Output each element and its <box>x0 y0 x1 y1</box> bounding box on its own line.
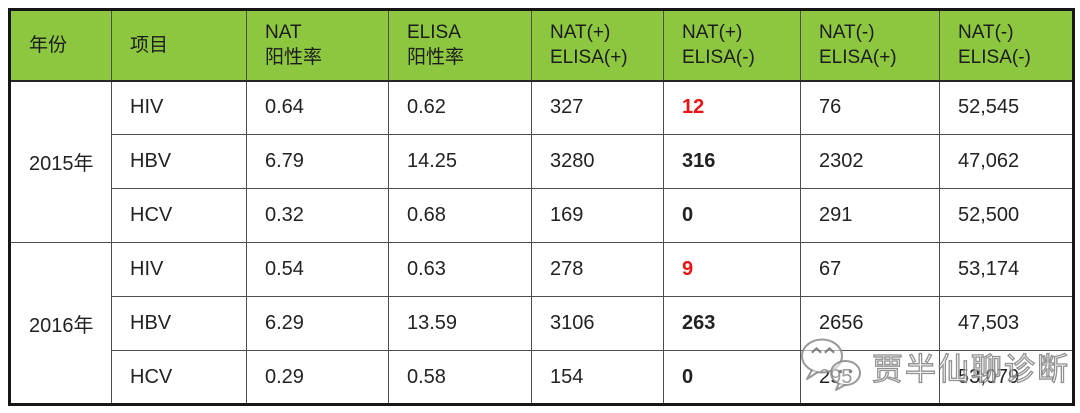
cell-natn-elisap: 2302 <box>800 134 940 189</box>
cell-natp-elisap: 154 <box>531 350 664 405</box>
cell-item: HIV <box>111 242 247 297</box>
header-label-line2: ELISA(-) <box>958 47 1031 69</box>
cell-natp-elisap: 3280 <box>531 134 664 189</box>
cell-natp-elisap: 327 <box>531 80 664 135</box>
screening-results-table: 年份 项目 NAT 阳性率 ELISA 阳性率 NAT(+) <box>8 8 1075 406</box>
cell-elisa-rate: 0.63 <box>388 242 532 297</box>
header-label-line1: NAT(-) <box>958 22 1014 44</box>
cell-natn-elisap: 76 <box>800 80 940 135</box>
header-label-line1: NAT <box>265 22 302 44</box>
header-label-line2: ELISA(+) <box>819 47 897 69</box>
cell-item: HBV <box>111 134 247 189</box>
cell-item: HBV <box>111 296 247 351</box>
cell-natp-elisap: 278 <box>531 242 664 297</box>
cell-natp-elisan-bold: 0 <box>663 350 801 405</box>
cell-natn-elisan: 47,062 <box>939 134 1074 189</box>
cell-natp-elisan-highlight: 9 <box>663 242 801 297</box>
cell-natp-elisap: 3106 <box>531 296 664 351</box>
cell-natn-elisap: 67 <box>800 242 940 297</box>
cell-elisa-rate: 13.59 <box>388 296 532 351</box>
header-label-line1: NAT(-) <box>819 22 875 44</box>
header-label-line1: NAT(+) <box>550 22 611 44</box>
header-label-line2: ELISA(-) <box>682 47 755 69</box>
header-cell-natn-elisan: NAT(-) ELISA(-) <box>939 9 1074 82</box>
year-cell-2015: 2015年 <box>9 80 112 243</box>
cell-nat-rate: 6.79 <box>246 134 389 189</box>
table-row-2016-hcv: HCV 0.29 0.58 154 0 295 53,079 <box>10 350 1074 405</box>
table-row-2016-hiv: 2016年 HIV 0.54 0.63 278 9 67 53,174 <box>9 242 1074 405</box>
header-cell-natp-elisan: NAT(+) ELISA(-) <box>663 9 801 82</box>
cell-elisa-rate: 0.62 <box>388 80 532 135</box>
table-header-row: 年份 项目 NAT 阳性率 ELISA 阳性率 NAT(+) <box>9 9 1074 82</box>
header-cell-elisa-rate: ELISA 阳性率 <box>388 9 532 82</box>
year-cell-2016: 2016年 <box>9 242 112 405</box>
cell-natp-elisap: 169 <box>531 188 664 243</box>
cell-nat-rate: 0.32 <box>246 188 389 243</box>
cell-natp-elisan-highlight: 12 <box>663 80 801 135</box>
cell-nat-rate: 0.54 <box>246 242 389 297</box>
table-row-2016-hbv: HBV 6.29 13.59 3106 263 2656 47,503 <box>10 296 1074 351</box>
cell-nat-rate: 0.64 <box>246 80 389 135</box>
header-cell-item: 项目 <box>111 9 247 82</box>
cell-natp-elisan-bold: 316 <box>663 134 801 189</box>
table-row-2015-hiv: 2015年 HIV 0.64 0.62 327 12 76 52,545 <box>9 80 1074 243</box>
header-cell-year: 年份 <box>9 9 112 82</box>
cell-natn-elisap: 295 <box>800 350 940 405</box>
cell-nat-rate: 0.29 <box>246 350 389 405</box>
header-label-line2: 阳性率 <box>407 47 465 69</box>
cell-elisa-rate: 14.25 <box>388 134 532 189</box>
header-cell-natp-elisap: NAT(+) ELISA(+) <box>531 9 664 82</box>
cell-elisa-rate: 0.68 <box>388 188 532 243</box>
cell-natp-elisan-bold: 263 <box>663 296 801 351</box>
cell-nat-rate: 6.29 <box>246 296 389 351</box>
header-label-line1: ELISA <box>407 22 461 44</box>
header-label-line1: NAT(+) <box>682 22 743 44</box>
data-table-container: 年份 项目 NAT 阳性率 ELISA 阳性率 NAT(+) <box>8 8 1075 406</box>
cell-natn-elisan: 52,500 <box>939 188 1074 243</box>
cell-natn-elisap: 291 <box>800 188 940 243</box>
header-label-line2: ELISA(+) <box>550 47 628 69</box>
cell-item: HCV <box>111 350 247 405</box>
header-cell-natn-elisap: NAT(-) ELISA(+) <box>800 9 940 82</box>
cell-natn-elisan: 52,545 <box>939 80 1074 135</box>
table-row-2015-hcv: HCV 0.32 0.68 169 0 291 52,500 <box>10 188 1074 243</box>
header-label: 年份 <box>29 34 68 56</box>
cell-natn-elisan: 47,503 <box>939 296 1074 351</box>
cell-item: HCV <box>111 188 247 243</box>
header-label: 项目 <box>130 34 169 56</box>
cell-elisa-rate: 0.58 <box>388 350 532 405</box>
cell-natn-elisan: 53,174 <box>939 242 1074 297</box>
header-label-line2: 阳性率 <box>265 47 323 69</box>
header-cell-nat-rate: NAT 阳性率 <box>246 9 389 82</box>
cell-natn-elisan: 53,079 <box>939 350 1074 405</box>
cell-natp-elisan-bold: 0 <box>663 188 801 243</box>
cell-item: HIV <box>111 80 247 135</box>
table-row-2015-hbv: HBV 6.79 14.25 3280 316 2302 47,062 <box>10 134 1074 189</box>
cell-natn-elisap: 2656 <box>800 296 940 351</box>
